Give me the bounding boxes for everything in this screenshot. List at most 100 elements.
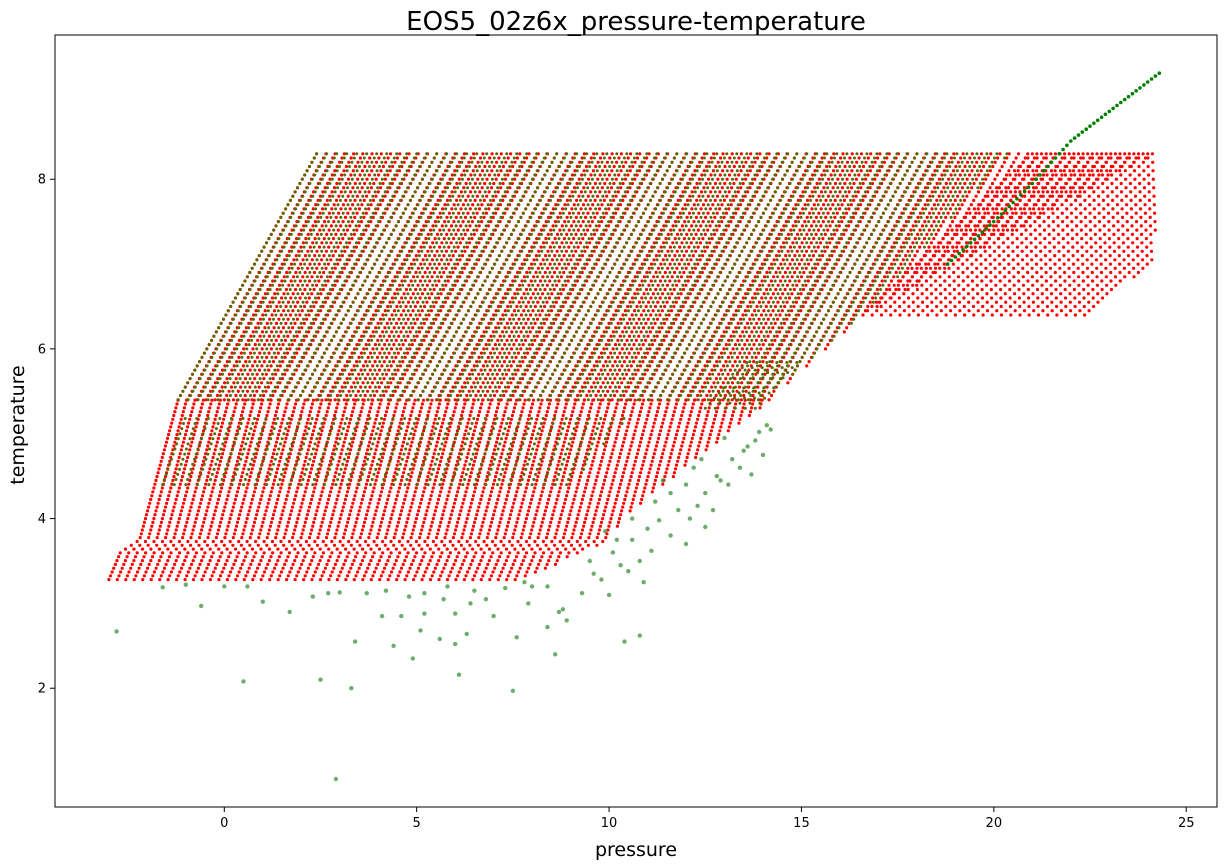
point — [399, 417, 403, 421]
point — [383, 343, 387, 347]
point — [454, 547, 458, 551]
point — [283, 501, 287, 505]
point — [204, 513, 208, 517]
point — [314, 317, 318, 321]
point — [189, 444, 193, 448]
point — [487, 338, 491, 342]
point — [437, 559, 441, 563]
point — [461, 501, 465, 505]
point — [198, 562, 202, 567]
point — [447, 429, 451, 433]
point — [764, 338, 768, 342]
point — [772, 389, 776, 393]
point — [246, 372, 250, 376]
point — [443, 505, 447, 509]
point — [252, 459, 256, 463]
point — [478, 532, 482, 536]
point — [390, 296, 394, 300]
point — [378, 494, 382, 498]
point — [630, 410, 634, 414]
point — [286, 520, 290, 525]
point — [317, 279, 321, 283]
point — [693, 398, 697, 402]
point — [703, 364, 707, 368]
point — [286, 555, 290, 559]
point — [531, 524, 535, 528]
point — [395, 524, 399, 528]
point — [261, 520, 265, 525]
point — [679, 292, 683, 296]
point — [325, 501, 329, 505]
point — [516, 517, 520, 521]
point — [170, 421, 174, 425]
point — [132, 578, 136, 582]
point — [162, 566, 167, 570]
point — [519, 413, 523, 418]
point — [492, 393, 497, 398]
point — [623, 406, 627, 410]
point — [119, 570, 123, 574]
point — [460, 385, 464, 389]
point — [464, 555, 468, 559]
point — [633, 309, 637, 313]
point — [213, 509, 217, 513]
point — [642, 398, 646, 402]
point — [289, 279, 293, 283]
point — [621, 313, 625, 317]
point — [265, 413, 269, 418]
point — [675, 283, 679, 287]
point — [314, 283, 319, 287]
point — [423, 287, 427, 292]
point — [567, 455, 571, 460]
point — [493, 566, 497, 570]
point — [206, 505, 210, 509]
point — [301, 497, 305, 502]
point — [413, 338, 417, 342]
point — [346, 520, 350, 525]
point — [249, 440, 253, 444]
point — [604, 536, 608, 540]
point — [775, 334, 779, 338]
point — [618, 334, 622, 338]
point — [639, 471, 643, 475]
point — [710, 425, 715, 429]
point — [166, 578, 170, 582]
point — [342, 562, 346, 567]
point — [411, 309, 415, 313]
point — [272, 478, 277, 482]
point — [544, 543, 548, 547]
point — [151, 520, 155, 525]
point — [690, 406, 694, 410]
point — [564, 547, 568, 551]
point — [501, 509, 505, 513]
point — [383, 509, 387, 513]
point — [408, 566, 412, 570]
point — [314, 452, 318, 456]
point — [507, 486, 511, 490]
point — [439, 309, 443, 313]
point — [621, 475, 625, 479]
point — [468, 475, 472, 479]
point — [217, 578, 221, 582]
point — [295, 490, 299, 494]
point — [183, 547, 187, 551]
point — [561, 505, 566, 509]
point — [362, 490, 366, 494]
point — [489, 555, 493, 559]
point — [254, 551, 258, 555]
point — [533, 539, 537, 544]
point — [421, 275, 425, 279]
point — [453, 528, 458, 532]
point — [651, 486, 655, 490]
point — [364, 452, 369, 456]
point — [523, 520, 527, 525]
point — [600, 334, 604, 338]
point — [587, 536, 591, 540]
point — [622, 501, 626, 505]
point — [581, 368, 585, 372]
point — [555, 559, 559, 563]
point — [751, 393, 755, 398]
point — [413, 321, 417, 325]
point — [312, 574, 316, 578]
point — [230, 351, 234, 355]
